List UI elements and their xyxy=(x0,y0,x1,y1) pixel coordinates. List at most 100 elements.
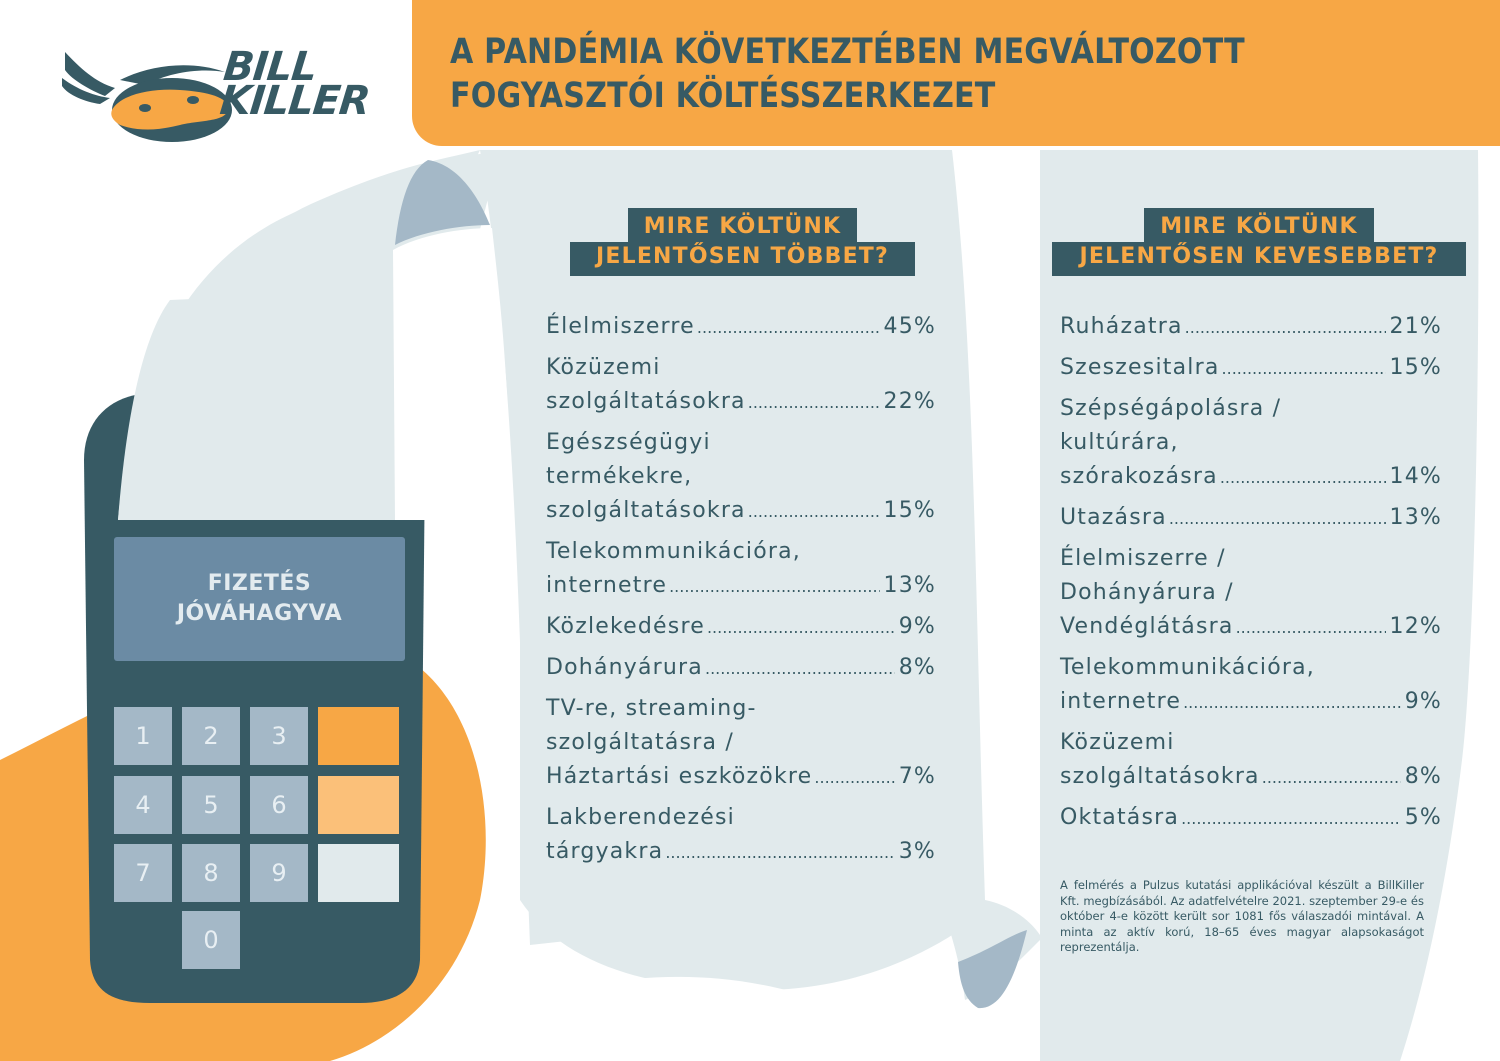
receipt-top-white xyxy=(393,228,510,520)
list-item: Közlekedésre 9% xyxy=(546,610,936,645)
dot-leader xyxy=(1220,461,1386,495)
list-item: TV-re, streaming-szolgáltatásra / Háztart… xyxy=(546,692,936,795)
item-label-line: termékekre, xyxy=(546,464,693,489)
screen-line-1: FIZETÉS xyxy=(207,571,312,596)
item-label-line: Közüzemi xyxy=(1060,730,1175,755)
receipt-curl-gap xyxy=(952,150,1040,935)
dot-leader xyxy=(748,386,880,420)
key-7: 7 xyxy=(114,844,172,902)
section-heading-more: MIRE KÖLTÜNK JELENTŐSEN TÖBBET? xyxy=(570,208,915,276)
list-item: Ruházatra 21% xyxy=(1060,310,1442,345)
key-2: 2 xyxy=(182,707,240,765)
item-percentage: 3% xyxy=(898,839,936,864)
item-percentage: 15% xyxy=(1389,355,1442,380)
item-label: Vendéglátásra xyxy=(1060,614,1234,639)
item-label-line: Lakberendezési xyxy=(546,805,735,830)
list-spend-more: Élelmiszerre 45% Közüzemi szolgáltatásokra 2… xyxy=(546,310,936,876)
key-6: 6 xyxy=(250,776,308,834)
item-percentage: 12% xyxy=(1389,614,1442,639)
dot-leader xyxy=(665,836,894,870)
item-label: Háztartási eszközökre xyxy=(546,764,813,789)
survey-footnote: A felmérés a Pulzus kutatási applikációv… xyxy=(1060,878,1424,954)
list-item: Szépségápolásra / kultúrára, szórakozásra 1… xyxy=(1060,392,1442,495)
key-1: 1 xyxy=(114,707,172,765)
list-item: Oktatásra 5% xyxy=(1060,801,1442,836)
item-label-line: TV-re, streaming- xyxy=(546,696,757,721)
screen-line-2: JÓVÁHAGYVA xyxy=(176,601,343,626)
item-label: szolgáltatásokra xyxy=(546,389,746,414)
function-key-light-orange xyxy=(318,776,399,834)
item-percentage: 8% xyxy=(898,655,936,680)
list-item: Telekommunikációra, internetre 13% xyxy=(546,535,936,604)
bottom-wave xyxy=(520,976,960,1061)
item-label: Közlekedésre xyxy=(546,614,705,639)
item-label: Dohányárura xyxy=(546,655,703,680)
item-label-line: Egészségügyi xyxy=(546,430,711,455)
function-key-orange xyxy=(318,707,399,765)
dot-leader xyxy=(669,570,879,604)
item-label: Szeszesitalra xyxy=(1060,355,1220,380)
list-item: Élelmiszerre 45% xyxy=(546,310,936,345)
item-label: szolgáltatásokra xyxy=(546,498,746,523)
item-label-line: szolgáltatásra / xyxy=(546,730,734,755)
item-label: internetre xyxy=(546,573,668,598)
terminal-screen: FIZETÉS JÓVÁHAGYVA xyxy=(114,537,405,661)
title-line-1: A PANDÉMIA KÖVETKEZTÉBEN MEGVÁLTOZOTT xyxy=(450,32,1245,72)
title-line-2: FOGYASZTÓI KÖLTÉSSZERKEZET xyxy=(450,76,996,116)
list-item: Egészségügyi termékekre, szolgáltatásokra 1… xyxy=(546,426,936,529)
dot-leader xyxy=(697,311,880,345)
item-percentage: 9% xyxy=(1404,689,1442,714)
logo-wordmark: BILL KILLER xyxy=(217,44,372,124)
key-5: 5 xyxy=(182,776,240,834)
item-percentage: 13% xyxy=(883,573,936,598)
item-percentage: 5% xyxy=(1404,805,1442,830)
item-percentage: 22% xyxy=(883,389,936,414)
key-0: 0 xyxy=(182,911,240,969)
dot-leader xyxy=(1222,352,1386,386)
item-percentage: 45% xyxy=(883,314,936,339)
list-item: Dohányárura 8% xyxy=(546,651,936,686)
list-item: Közüzemi szolgáltatásokra 8% xyxy=(1060,726,1442,795)
dot-leader xyxy=(1262,761,1401,795)
receipt-curl-bottom xyxy=(958,930,1027,1009)
dot-leader xyxy=(1181,802,1401,836)
item-label-line: Telekommunikációra, xyxy=(1060,655,1315,680)
item-label: Utazásra xyxy=(1060,505,1167,530)
key-9: 9 xyxy=(250,844,308,902)
item-percentage: 15% xyxy=(883,498,936,523)
list-item: Élelmiszerre / Dohányárura / Vendéglátásra… xyxy=(1060,542,1442,645)
dot-leader xyxy=(748,495,880,529)
item-percentage: 13% xyxy=(1389,505,1442,530)
item-label: Ruházatra xyxy=(1060,314,1183,339)
item-label: tárgyakra xyxy=(546,839,664,864)
item-label: internetre xyxy=(1060,689,1182,714)
receipt-curl-top xyxy=(395,160,490,245)
list-item: Közüzemi szolgáltatásokra 22% xyxy=(546,351,936,420)
list-item: Lakberendezési tárgyakra 3% xyxy=(546,801,936,870)
dot-leader xyxy=(1185,311,1386,345)
dot-leader xyxy=(707,611,895,645)
list-spend-less: Ruházatra 21% Szeszesitalra 15% Szépségápolá… xyxy=(1060,310,1442,842)
item-label-line: Szépségápolásra / xyxy=(1060,396,1282,421)
item-percentage: 21% xyxy=(1389,314,1442,339)
item-label: szolgáltatásokra xyxy=(1060,764,1260,789)
billkiller-logo-icon xyxy=(62,52,232,142)
key-3: 3 xyxy=(250,707,308,765)
key-4: 4 xyxy=(114,776,172,834)
item-label: szórakozásra xyxy=(1060,464,1218,489)
dot-leader xyxy=(705,652,895,686)
section-heading-less: MIRE KÖLTÜNK JELENTŐSEN KEVESEBBET? xyxy=(1052,208,1466,276)
item-label-line: Közüzemi xyxy=(546,355,661,380)
list-item: Telekommunikációra, internetre 9% xyxy=(1060,651,1442,720)
item-percentage: 14% xyxy=(1389,464,1442,489)
header-band xyxy=(412,0,1500,146)
list-item: Szeszesitalra 15% xyxy=(1060,351,1442,386)
item-label-line: Telekommunikációra, xyxy=(546,539,801,564)
dot-leader xyxy=(1169,502,1386,536)
item-label-line: Élelmiszerre / xyxy=(1060,546,1226,571)
list-item: Utazásra 13% xyxy=(1060,501,1442,536)
function-key-light xyxy=(318,844,399,902)
page-title: A PANDÉMIA KÖVETKEZTÉBEN MEGVÁLTOZOTT FO… xyxy=(450,30,1245,118)
item-label: Élelmiszerre xyxy=(546,314,695,339)
item-label-line: kultúrára, xyxy=(1060,430,1179,455)
